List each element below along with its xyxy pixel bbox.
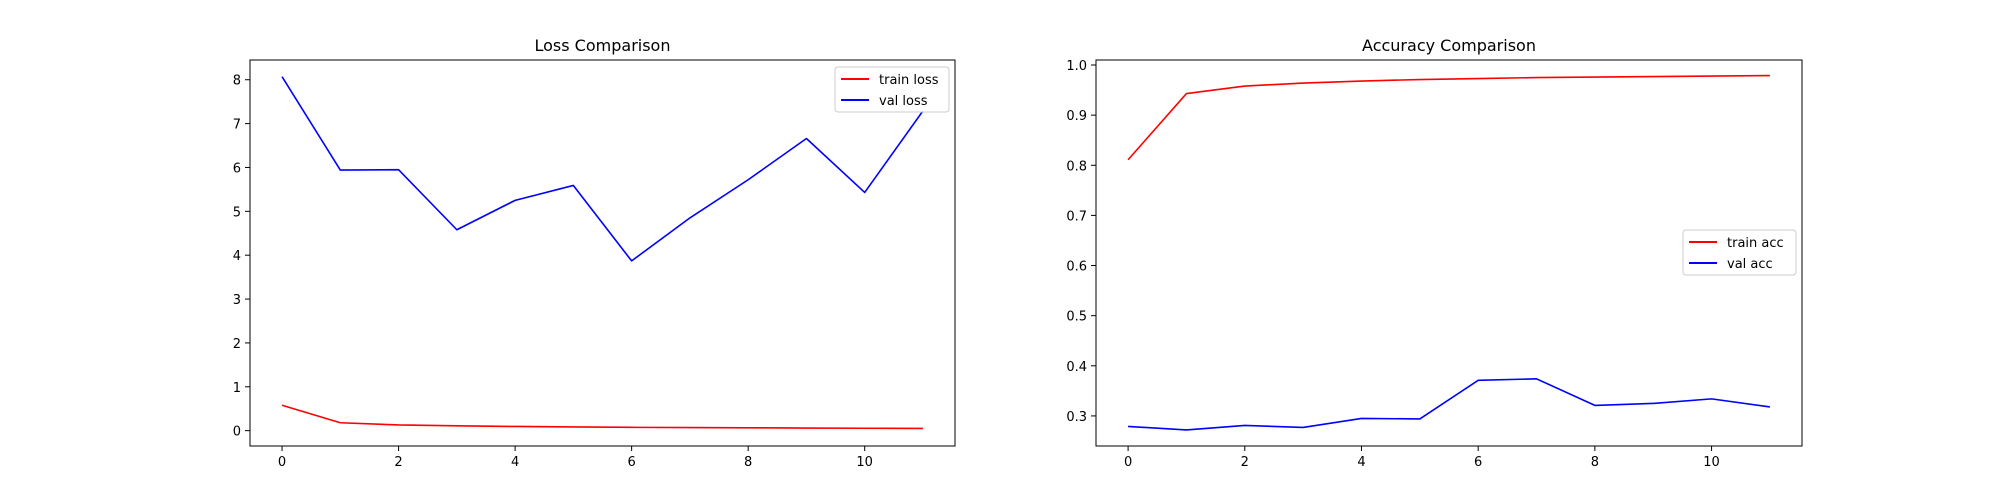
x-tick-label: 10 (856, 455, 873, 470)
series-line-train-loss (281, 404, 923, 430)
legend-label: train acc (1727, 236, 1784, 251)
x-tick-label: 4 (511, 455, 519, 470)
legend: train loss val loss (834, 66, 950, 113)
y-tick-label: 1.0 (1066, 59, 1087, 74)
y-tick-label: 0.7 (1066, 209, 1087, 224)
y-tick-label: 2 (233, 337, 241, 352)
y-tick-label: 5 (233, 205, 241, 220)
chart-1: Accuracy Comparison 0 2 4 6 8 10 0.3 0.4 0.5 0.6 0.… (1066, 36, 1803, 470)
x-tick-label: 0 (278, 455, 286, 470)
chart-0: Loss Comparison 0 2 4 6 8 10 0 1 2 3 4 5 6 7 8 train los… (233, 36, 956, 470)
y-tick-label: 3 (233, 293, 241, 308)
x-tick-label: 6 (627, 455, 635, 470)
x-tick-label: 0 (1124, 455, 1132, 470)
y-tick-label: 8 (233, 74, 241, 89)
x-tick-label: 4 (1357, 455, 1365, 470)
x-tick-label: 8 (1591, 455, 1599, 470)
y-tick-label: 0.6 (1066, 260, 1087, 275)
y-tick-label: 1 (233, 381, 241, 396)
y-tick-label: 0.4 (1066, 360, 1087, 375)
legend: train acc val acc (1682, 229, 1797, 276)
legend-label: val loss (879, 94, 928, 109)
x-tick-label: 10 (1703, 455, 1720, 470)
chart-title: Accuracy Comparison (1362, 36, 1536, 55)
y-tick-label: 0.3 (1066, 410, 1087, 425)
x-tick-label: 8 (744, 455, 752, 470)
y-tick-label: 0.8 (1066, 159, 1087, 174)
legend-label: train loss (879, 73, 939, 88)
plot-frame (1095, 59, 1803, 447)
y-tick-label: 4 (233, 249, 241, 264)
plot-frame (249, 59, 956, 447)
y-tick-label: 0 (233, 425, 241, 440)
y-tick-label: 0.9 (1066, 109, 1087, 124)
y-tick-label: 6 (233, 161, 241, 176)
series-line-train-acc (1127, 74, 1770, 161)
y-tick-label: 7 (233, 118, 241, 133)
chart-title: Loss Comparison (535, 36, 671, 55)
y-tick-label: 0.5 (1066, 310, 1087, 325)
x-tick-label: 6 (1474, 455, 1482, 470)
series-line-val-acc (1128, 378, 1771, 431)
legend-label: val acc (1727, 257, 1773, 272)
x-tick-label: 2 (1241, 455, 1249, 470)
series-line-val-loss (281, 76, 924, 262)
x-tick-label: 2 (394, 455, 402, 470)
